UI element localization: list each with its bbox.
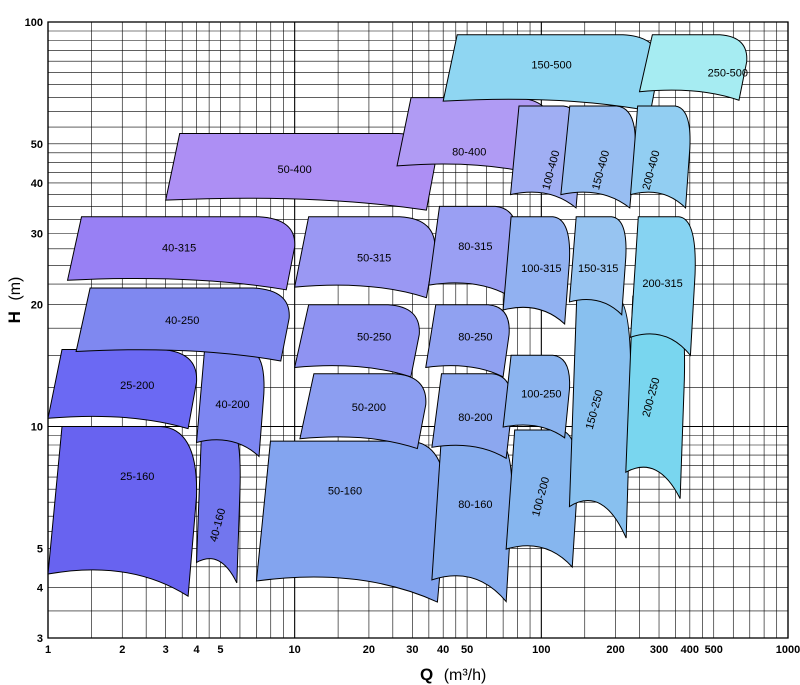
pump-region-40-160 bbox=[195, 425, 241, 584]
plot-frame bbox=[47, 21, 789, 639]
x-axis-unit: (m³/h) bbox=[444, 667, 487, 684]
x-tick-label: 1000 bbox=[776, 644, 800, 656]
x-axis-ticks: 1 2 3 4 5 10 20 30 40 50 100 200 300 400 500 1000 bbox=[45, 644, 800, 656]
pump-region-25-200 bbox=[47, 349, 198, 430]
pump-region-80-200 bbox=[431, 373, 513, 460]
region-label: 80-200 bbox=[458, 412, 492, 424]
x-axis-symbol: Q bbox=[420, 665, 433, 684]
region-label: 100-315 bbox=[521, 263, 561, 275]
region-label: 25-160 bbox=[120, 471, 154, 483]
region-label: 100-250 bbox=[521, 388, 561, 400]
region-label: 80-160 bbox=[458, 499, 492, 511]
x-tick-label: 200 bbox=[606, 644, 624, 656]
y-axis-unit: (m) bbox=[7, 277, 24, 301]
region-label: 50-400 bbox=[278, 164, 312, 176]
x-tick-label: 10 bbox=[289, 644, 301, 656]
pump-region-150-250 bbox=[568, 295, 632, 539]
region-label: 40-200 bbox=[215, 399, 249, 411]
x-tick-label: 2 bbox=[119, 644, 125, 656]
pump-region-150-315 bbox=[568, 216, 627, 316]
pump-region-50-200 bbox=[299, 373, 427, 450]
pump-region-50-250 bbox=[294, 304, 420, 378]
y-tick-label: 10 bbox=[31, 421, 43, 433]
x-tick-label: 5 bbox=[217, 644, 223, 656]
region-label: 50-160 bbox=[328, 486, 362, 498]
x-tick-label: 4 bbox=[193, 644, 200, 656]
y-tick-label: 5 bbox=[37, 543, 43, 555]
y-axis-ticks: 3 4 5 10 20 30 40 50 100 bbox=[25, 17, 44, 645]
pump-region-150-400 bbox=[560, 105, 636, 209]
pump-region-250-500 bbox=[638, 34, 748, 101]
x-tick-label: 100 bbox=[532, 644, 550, 656]
x-tick-label: 400 bbox=[681, 644, 699, 656]
pump-region-200-400 bbox=[630, 105, 691, 210]
y-tick-label: 20 bbox=[31, 300, 43, 312]
region-label: 80-400 bbox=[452, 147, 486, 159]
y-tick-label: 100 bbox=[25, 17, 43, 29]
pump-region-50-160 bbox=[255, 440, 447, 603]
region-label: 150-315 bbox=[578, 263, 618, 275]
pump-region-50-315 bbox=[294, 216, 436, 299]
pump-region-150-500 bbox=[442, 34, 660, 112]
pump-regions bbox=[47, 34, 748, 603]
region-label: 80-250 bbox=[458, 331, 492, 343]
pump-region-200-315 bbox=[630, 216, 696, 357]
y-axis-symbol: H bbox=[5, 311, 24, 323]
region-label: 40-250 bbox=[165, 315, 199, 327]
region-label: 80-315 bbox=[458, 241, 492, 253]
x-tick-label: 30 bbox=[406, 644, 418, 656]
y-tick-label: 4 bbox=[37, 582, 44, 594]
y-axis-title: H (m) bbox=[5, 277, 24, 324]
pump-region-100-315 bbox=[502, 216, 571, 326]
region-label: 50-200 bbox=[352, 402, 386, 414]
region-label: 150-500 bbox=[531, 60, 571, 72]
region-label: 200-315 bbox=[642, 278, 682, 290]
x-axis-title: Q (m³/h) bbox=[420, 665, 486, 684]
region-label: 40-315 bbox=[162, 243, 196, 255]
pump-region-100-200 bbox=[505, 429, 579, 569]
x-tick-label: 1 bbox=[45, 644, 51, 656]
pump-region-40-315 bbox=[66, 216, 296, 291]
region-label: 25-200 bbox=[120, 380, 154, 392]
y-tick-label: 30 bbox=[31, 229, 43, 241]
x-tick-label: 300 bbox=[650, 644, 668, 656]
pump-region-40-250 bbox=[75, 287, 290, 362]
x-tick-label: 40 bbox=[437, 644, 449, 656]
x-tick-label: 500 bbox=[705, 644, 723, 656]
x-tick-label: 3 bbox=[163, 644, 169, 656]
y-tick-label: 3 bbox=[37, 633, 43, 645]
pump-region-100-250 bbox=[502, 354, 571, 439]
x-tick-label: 50 bbox=[461, 644, 473, 656]
y-tick-label: 50 bbox=[31, 139, 43, 151]
region-label: 50-315 bbox=[357, 253, 391, 265]
y-tick-label: 40 bbox=[31, 178, 43, 190]
pump-region-80-160 bbox=[431, 435, 513, 603]
x-tick-label: 20 bbox=[363, 644, 375, 656]
region-label: 50-250 bbox=[357, 331, 391, 343]
region-label: 250-500 bbox=[708, 68, 748, 80]
pump-region-25-160 bbox=[47, 425, 198, 598]
pump-region-80-250 bbox=[425, 304, 510, 378]
